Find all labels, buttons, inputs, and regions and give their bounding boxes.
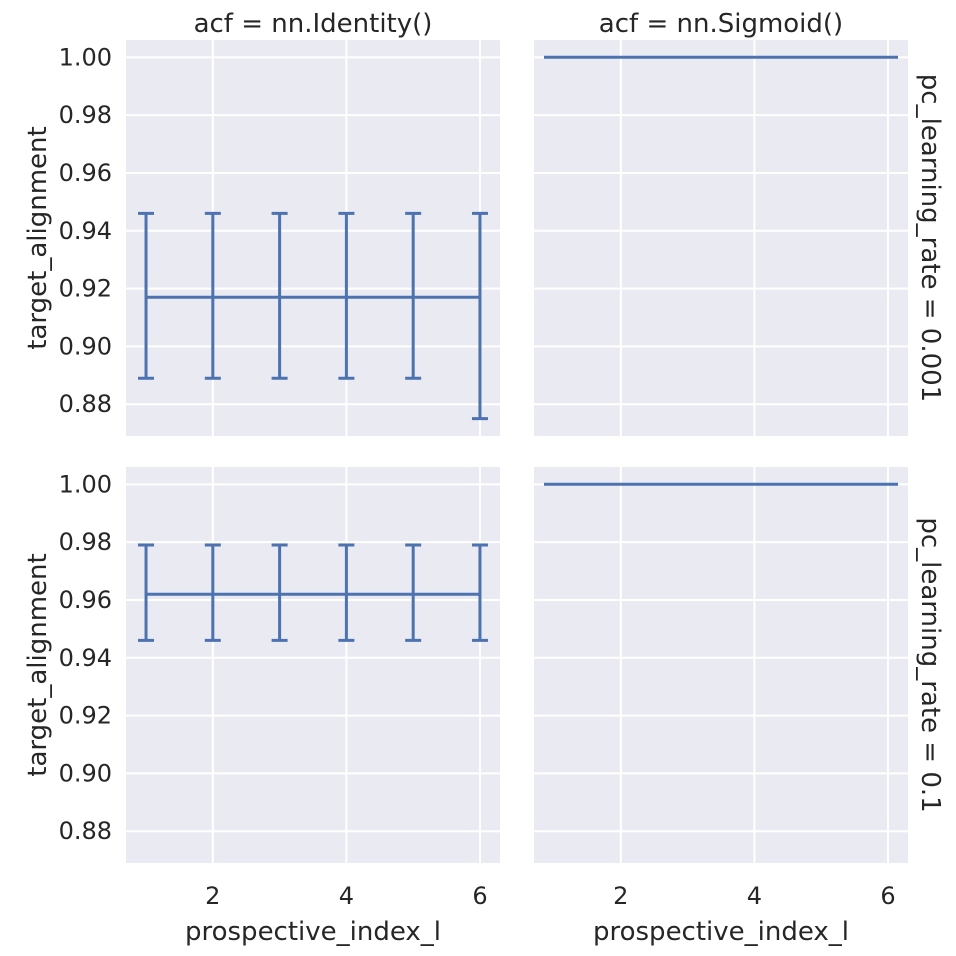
- error-bar: [204, 543, 221, 642]
- y-tick-label: 0.90: [59, 332, 112, 360]
- panel-background: [126, 467, 500, 863]
- y-tick-label: 0.98: [59, 528, 112, 556]
- y-tick-label: 0.90: [59, 759, 112, 787]
- facet-column-title: acf = nn.Sigmoid(): [599, 9, 843, 39]
- x-tick-label: 6: [472, 882, 487, 910]
- y-tick-label: 0.96: [59, 586, 112, 614]
- panel-background: [126, 40, 500, 436]
- error-bar: [271, 211, 288, 380]
- error-bar: [204, 211, 221, 380]
- facet-row-title: pc_learning_rate = 0.1: [915, 517, 945, 812]
- x-tick-label: 4: [747, 882, 762, 910]
- facet-column-title: acf = nn.Identity(): [194, 9, 433, 39]
- error-bar: [338, 211, 355, 380]
- error-bar: [471, 211, 488, 421]
- facet-row-title: pc_learning_rate = 0.001: [915, 74, 945, 402]
- y-tick-label: 0.88: [59, 390, 112, 418]
- y-tick-label: 0.98: [59, 101, 112, 129]
- y-tick-label: 1.00: [59, 43, 112, 71]
- x-axis-label: prospective_index_l: [593, 917, 849, 947]
- y-tick-label: 0.94: [59, 644, 112, 672]
- panel-background: [534, 40, 908, 436]
- y-axis-label: target_alignment: [23, 553, 53, 776]
- panel-background: [534, 467, 908, 863]
- x-tick-label: 6: [880, 882, 895, 910]
- error-bar: [338, 543, 355, 642]
- y-tick-label: 0.92: [59, 702, 112, 730]
- y-tick-label: 0.94: [59, 217, 112, 245]
- y-tick-label: 0.88: [59, 817, 112, 845]
- x-tick-label: 4: [339, 882, 354, 910]
- error-bar: [471, 543, 488, 642]
- y-tick-label: 0.96: [59, 159, 112, 187]
- error-bar: [138, 211, 155, 380]
- x-axis-label: prospective_index_l: [185, 917, 441, 947]
- error-bar: [405, 543, 422, 642]
- error-bar: [138, 543, 155, 642]
- x-tick-label: 2: [205, 882, 220, 910]
- y-tick-label: 0.92: [59, 275, 112, 303]
- error-bar: [405, 211, 422, 380]
- x-tick-label: 2: [613, 882, 628, 910]
- y-tick-label: 1.00: [59, 470, 112, 498]
- y-axis-label: target_alignment: [23, 126, 53, 349]
- error-bar: [271, 543, 288, 642]
